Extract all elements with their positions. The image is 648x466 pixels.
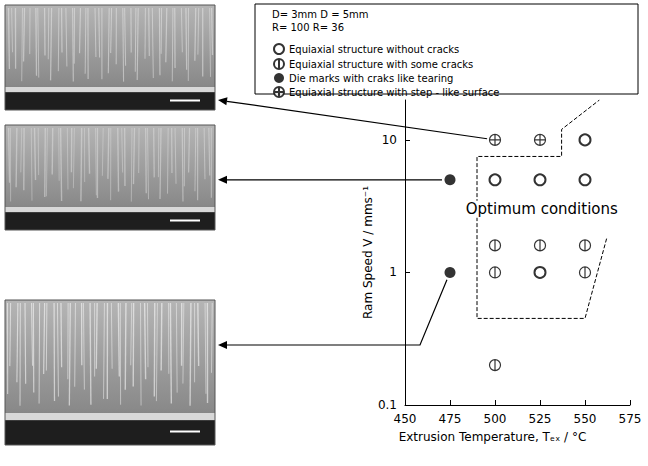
svg-text:10: 10 <box>382 133 397 147</box>
svg-text:Die marks with craks like tear: Die marks with craks like tearing <box>289 73 453 84</box>
svg-text:Ram Speed V / mms⁻¹: Ram Speed V / mms⁻¹ <box>361 186 375 319</box>
svg-text:575: 575 <box>619 412 642 426</box>
svg-text:0.1: 0.1 <box>378 398 397 412</box>
svg-text:Equiaxial structure with step: Equiaxial structure with step - like sur… <box>289 87 500 98</box>
svg-text:525: 525 <box>529 412 552 426</box>
svg-text:475: 475 <box>439 412 462 426</box>
svg-text:Extrusion Temperature, Tₑₓ / °: Extrusion Temperature, Tₑₓ / °C <box>399 430 587 444</box>
svg-text:R= 100 R= 36: R= 100 R= 36 <box>272 22 344 33</box>
svg-text:450: 450 <box>394 412 417 426</box>
svg-text:Optimum conditions: Optimum conditions <box>466 200 618 218</box>
svg-text:500: 500 <box>484 412 507 426</box>
svg-text:1: 1 <box>389 265 397 279</box>
svg-text:550: 550 <box>574 412 597 426</box>
svg-text:D= 3mm D = 5mm: D= 3mm D = 5mm <box>272 9 369 20</box>
svg-text:Equiaxial structure without cr: Equiaxial structure without cracks <box>289 44 459 55</box>
svg-text:Equiaxial structure with some: Equiaxial structure with some cracks <box>289 59 473 70</box>
